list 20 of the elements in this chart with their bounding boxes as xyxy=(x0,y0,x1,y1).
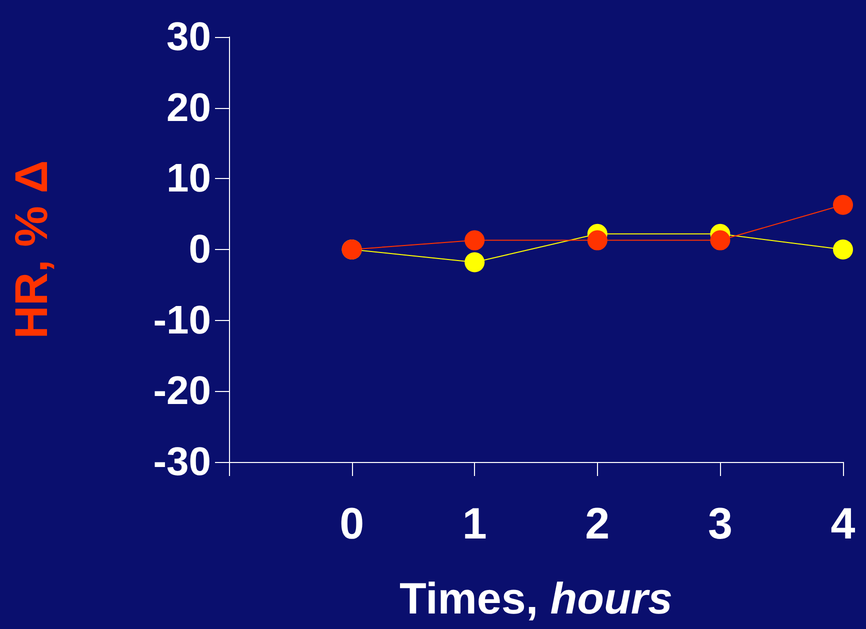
y-tick-label: 10 xyxy=(166,156,211,201)
point xyxy=(464,252,485,272)
x-tick-label: 0 xyxy=(340,500,364,548)
x-tick-label: 1 xyxy=(462,500,487,548)
point xyxy=(833,194,853,215)
y-tick-label: -20 xyxy=(153,369,211,414)
x-tick-label: 4 xyxy=(830,500,856,548)
x-tick-label: 3 xyxy=(708,500,732,548)
x-tick-label: 2 xyxy=(585,500,610,548)
y-tick-label: -30 xyxy=(153,440,211,484)
x-axis-title: Times, hours xyxy=(399,574,673,624)
y-tick-label: 20 xyxy=(166,86,211,130)
y-axis-title: HR, % Δ xyxy=(5,160,57,339)
point xyxy=(587,230,608,250)
point xyxy=(833,240,853,260)
y-tick-label: 30 xyxy=(166,15,211,59)
y-tick-label: 0 xyxy=(188,228,211,272)
point xyxy=(710,230,730,250)
point xyxy=(464,230,485,250)
y-tick-label: -10 xyxy=(153,298,211,342)
